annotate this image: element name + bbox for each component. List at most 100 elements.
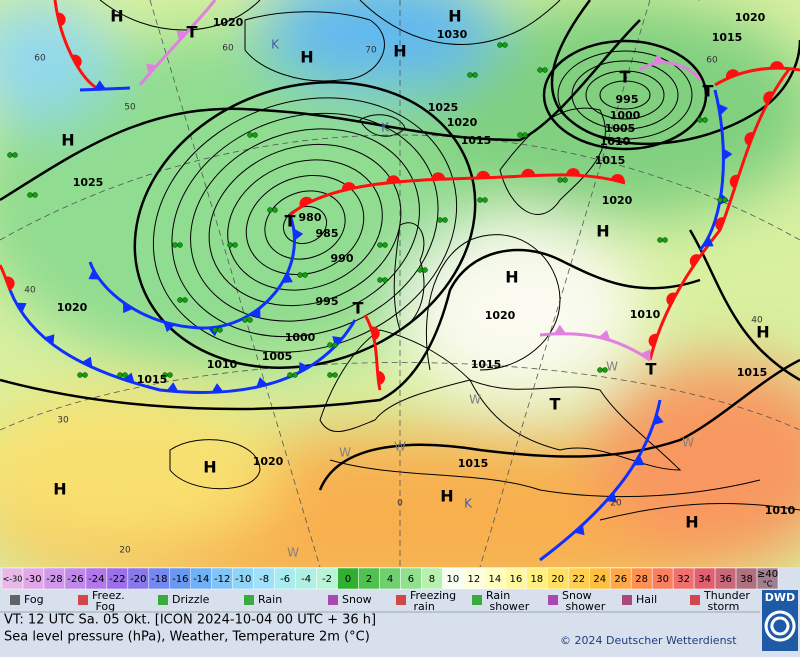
front bbox=[539, 332, 651, 362]
front-symbol bbox=[566, 168, 581, 176]
front-symbol bbox=[476, 170, 491, 179]
grid-label: 30 bbox=[57, 416, 69, 426]
pressure-label: 1025 bbox=[73, 176, 104, 189]
scale-label: -16 bbox=[172, 574, 188, 585]
rain-dot bbox=[657, 237, 663, 243]
isobar bbox=[599, 502, 800, 521]
scale-label: 30 bbox=[656, 574, 669, 585]
scale-label: -24 bbox=[88, 574, 104, 585]
pressure-label: 1030 bbox=[437, 28, 468, 41]
pressure-label: 1015 bbox=[461, 134, 492, 147]
scale-label: 10 bbox=[447, 574, 460, 585]
grid-label: 20 bbox=[610, 499, 622, 509]
front-symbol bbox=[176, 30, 188, 41]
scale-label: 16 bbox=[509, 574, 522, 585]
front-symbol bbox=[341, 182, 356, 191]
rain-dot bbox=[382, 277, 388, 283]
front bbox=[714, 66, 800, 87]
rain-dot bbox=[172, 242, 178, 248]
airmass-label: W bbox=[682, 436, 694, 450]
rain-dot bbox=[717, 197, 723, 203]
isobars bbox=[0, 0, 800, 521]
isobar bbox=[557, 50, 693, 140]
front-symbol bbox=[521, 168, 536, 177]
pressure-center: H bbox=[756, 323, 769, 342]
scale-label: -10 bbox=[235, 574, 251, 585]
front-symbol bbox=[15, 302, 27, 313]
pressure-center: H bbox=[685, 513, 698, 532]
scale-label: 28 bbox=[635, 574, 648, 585]
rain-dot bbox=[467, 72, 473, 78]
pressure-label: 1015 bbox=[595, 154, 626, 167]
rain-dot bbox=[7, 152, 13, 158]
airmass-label: K bbox=[381, 121, 390, 135]
isobar bbox=[359, 0, 561, 45]
rain-dot bbox=[662, 237, 668, 243]
front-symbol bbox=[610, 174, 625, 183]
pressure-label: 995 bbox=[616, 93, 639, 106]
pressure-label: 1015 bbox=[712, 31, 743, 44]
pressure-label: 980 bbox=[299, 211, 322, 224]
front-symbol bbox=[163, 321, 176, 333]
scale-label: 12 bbox=[468, 574, 481, 585]
rain-dot bbox=[697, 117, 703, 123]
grid-label: 70 bbox=[365, 46, 377, 56]
rain-dot bbox=[77, 372, 83, 378]
rain-dot bbox=[382, 242, 388, 248]
front-symbol bbox=[729, 174, 739, 189]
pressure-center: H bbox=[440, 487, 453, 506]
rain-dot bbox=[437, 217, 443, 223]
rain-dot bbox=[562, 177, 568, 183]
isobar bbox=[99, 0, 261, 31]
rain-dot bbox=[377, 242, 383, 248]
rain-dot bbox=[702, 117, 708, 123]
rain-dot bbox=[477, 197, 483, 203]
isobar bbox=[585, 70, 665, 120]
scale-label: -18 bbox=[151, 574, 167, 585]
grid-label: 60 bbox=[222, 44, 234, 54]
rain-dot bbox=[247, 317, 253, 323]
front-symbol bbox=[298, 362, 310, 373]
grid-label: 50 bbox=[124, 103, 136, 113]
scale-label: 18 bbox=[530, 574, 543, 585]
front-symbol bbox=[56, 12, 66, 27]
weather-icon bbox=[548, 595, 558, 605]
pressure-center: H bbox=[505, 268, 518, 287]
scale-label: -4 bbox=[301, 574, 311, 585]
isobar bbox=[318, 358, 800, 491]
weather-label: Fog bbox=[24, 593, 44, 606]
rain-dot bbox=[117, 372, 123, 378]
pressure-center: T bbox=[703, 82, 714, 101]
scale-label: 36 bbox=[719, 574, 732, 585]
grid-label: 60 bbox=[706, 56, 718, 66]
grid-label: 40 bbox=[24, 286, 36, 296]
front-symbol bbox=[123, 302, 134, 314]
rain-dot bbox=[247, 132, 253, 138]
isobar bbox=[208, 143, 402, 307]
front-symbol bbox=[725, 69, 740, 79]
scale-label: 34 bbox=[698, 574, 711, 585]
front bbox=[8, 289, 357, 394]
weather-icon bbox=[10, 595, 20, 605]
pressure-label: 1010 bbox=[600, 135, 631, 148]
rain-dot bbox=[212, 327, 218, 333]
weather-label: Freezing rain bbox=[410, 589, 456, 613]
grid-label: 0 bbox=[397, 499, 403, 509]
front-symbol bbox=[574, 524, 585, 536]
pressure-label: 1015 bbox=[471, 358, 502, 371]
rain-dot bbox=[542, 67, 548, 73]
pressure-center: H bbox=[448, 7, 461, 26]
front-symbol bbox=[211, 383, 224, 393]
front-symbol bbox=[702, 236, 714, 247]
front-symbol bbox=[431, 172, 446, 180]
rain-dot bbox=[242, 317, 248, 323]
rain-dot bbox=[502, 42, 508, 48]
scale-label: -22 bbox=[109, 574, 125, 585]
grid-label: 40 bbox=[751, 316, 763, 326]
rain-dot bbox=[597, 367, 603, 373]
isobar bbox=[0, 248, 701, 411]
pressure-label: 1010 bbox=[765, 504, 796, 517]
scale-label: 6 bbox=[408, 574, 414, 585]
isobar bbox=[169, 439, 261, 490]
rain-dot bbox=[537, 67, 543, 73]
